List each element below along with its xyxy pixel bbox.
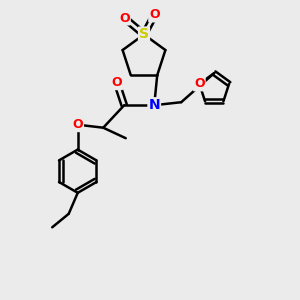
Text: S: S xyxy=(139,28,149,41)
Text: O: O xyxy=(111,76,122,89)
Text: O: O xyxy=(119,11,130,25)
Text: O: O xyxy=(149,8,160,22)
Text: O: O xyxy=(194,77,205,90)
Text: O: O xyxy=(72,118,83,131)
Text: N: N xyxy=(148,98,160,112)
